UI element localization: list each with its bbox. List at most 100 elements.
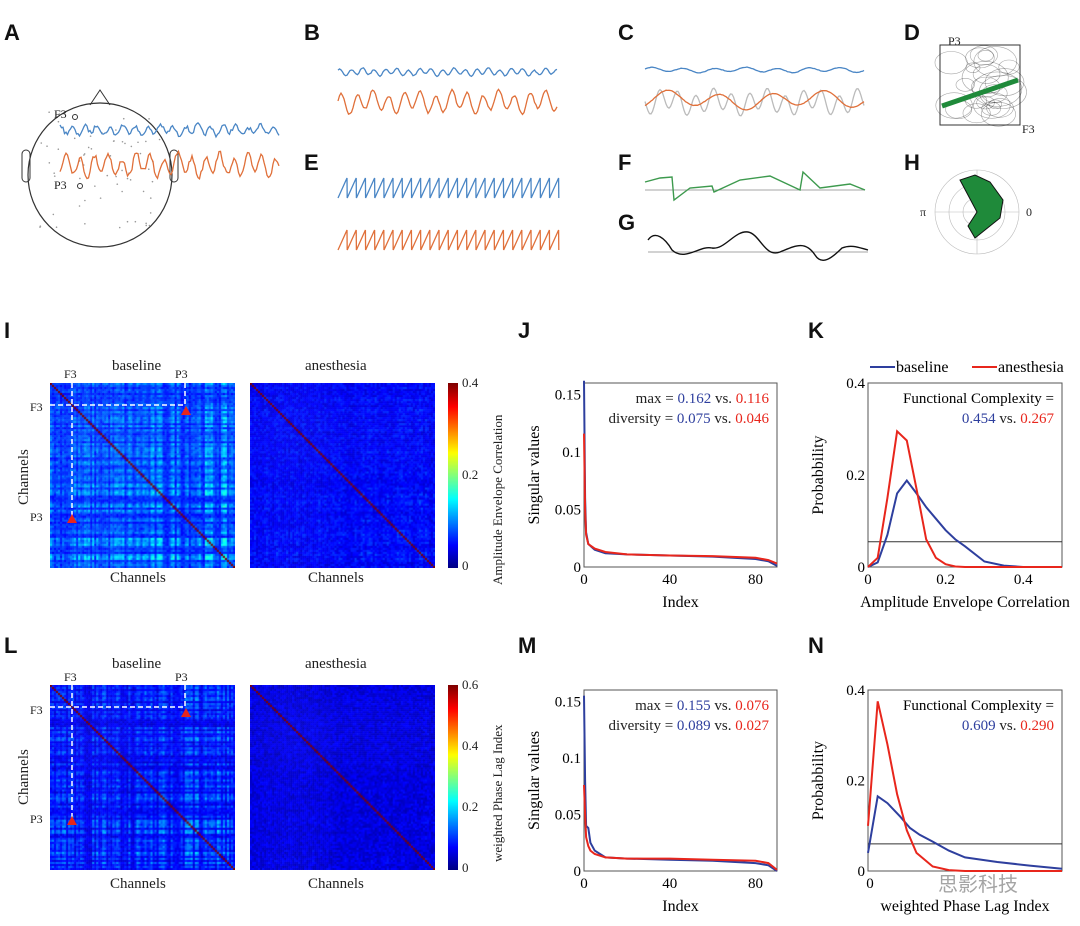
heatmap-l-anesthesia [250, 685, 435, 870]
marker-triangle [67, 816, 77, 825]
phase-trajectory [972, 64, 1001, 84]
phase-trajectory [998, 59, 1020, 75]
electrode-dot [53, 172, 56, 174]
electrode-dot [113, 140, 115, 142]
electrode-dot [109, 155, 112, 157]
chart-m-max-annotation: max = 0.155 vs. 0.076 [635, 698, 769, 714]
electrode-dot [129, 179, 132, 181]
annotation-part: vs. [711, 411, 736, 427]
annotation-part: max = [636, 391, 678, 407]
heatmap-l-title-anesthesia: anesthesia [305, 656, 367, 672]
chart-n-ytick: 0.4 [846, 683, 865, 699]
marker-p3-top: P3 [175, 367, 188, 381]
phase-histogram [959, 174, 1004, 239]
head-outline [27, 102, 173, 248]
chart-m-diversity-annotation: diversity = 0.089 vs. 0.027 [608, 718, 769, 734]
chart-k-series-baseline [867, 478, 1062, 568]
electrode-dot [78, 205, 81, 207]
electrode-dot [148, 224, 151, 227]
electrode-dot [126, 177, 129, 180]
chart-m-ytick: 0.1 [562, 751, 581, 767]
electrode-dot [126, 220, 129, 223]
electrode-dot [118, 226, 121, 229]
chart-k-complexity-label: Functional Complexity = [903, 391, 1054, 407]
electrode-dot [122, 117, 125, 120]
heatmap-i-xlabel-anesthesia: Channels [308, 570, 364, 586]
marker-p3-top: P3 [175, 670, 188, 684]
phase-trajectory [988, 99, 1003, 110]
phase-trajectory [984, 68, 1025, 97]
chart-m-xtick: 40 [662, 876, 677, 892]
head-ear-right [169, 149, 179, 183]
panel-label-a: A [4, 20, 20, 45]
colorbar-l-tick: 0 [462, 860, 469, 875]
electrode-dot [149, 212, 152, 214]
panel-label-k: K [808, 318, 824, 343]
chart-j-xtick: 80 [748, 572, 763, 588]
panel-d-box [939, 44, 1021, 126]
chart-j-xtick: 40 [662, 572, 677, 588]
chart-k-xtick: 0.2 [936, 572, 955, 588]
chart-m-ylabel: Singular values [526, 731, 543, 830]
electrode-dot [148, 118, 150, 120]
panel-label-f: F [618, 150, 632, 175]
chart-j-max-annotation: max = 0.162 vs. 0.116 [636, 391, 770, 407]
electrode-dot [48, 162, 51, 164]
chart-k-xtick: 0.4 [1014, 572, 1033, 588]
signal-panels [21, 44, 1027, 261]
panel-label-c: C [618, 20, 634, 45]
chart-n-ytick: 0 [858, 864, 866, 880]
chart-k-legend-label: baseline [896, 359, 948, 376]
phase-trajectory [969, 45, 998, 66]
colorbar-i-tick: 0.4 [462, 375, 479, 390]
chart-k-xtick: 0 [864, 572, 872, 588]
chart-n-xtick: 0 [866, 876, 874, 892]
electrode-dot [57, 148, 60, 151]
colorbar-i-tick: 0 [462, 558, 469, 573]
chart-n-series-anesthesia [867, 701, 1062, 872]
marker-p3-left: P3 [30, 812, 43, 826]
chart-j-ylabel: Singular values [526, 425, 543, 524]
electrode-dot [124, 142, 126, 145]
heatmap-i-title-anesthesia: anesthesia [305, 358, 367, 374]
phase-trajectory [972, 71, 1023, 107]
panel-label-g: G [618, 210, 636, 235]
watermark: 思影科技 [938, 872, 1018, 896]
sawtooth-orange [337, 229, 560, 251]
electrode-dot [87, 146, 90, 149]
chart-k-legend-label: anesthesia [998, 359, 1064, 376]
chart-n-ytick: 0.2 [846, 774, 865, 790]
chart-j-ytick: 0.1 [562, 445, 581, 461]
chart-n-ylabel: Probabbility [810, 741, 827, 820]
electrode-dot [84, 199, 86, 202]
electrode-dot [121, 190, 123, 193]
trace-c-orange [644, 89, 865, 111]
chart-m-xtick: 0 [580, 876, 588, 892]
phase-trajectory [955, 78, 975, 92]
electrode-p3-label: P3 [54, 178, 67, 192]
chart-n-complexity-values: 0.609 vs. 0.290 [962, 718, 1054, 734]
chart-m-series-anesthesia [583, 784, 778, 871]
phase-trajectory [973, 46, 1017, 77]
annotation-part: 0.116 [736, 391, 770, 407]
chart-j-series-anesthesia [583, 433, 778, 565]
chart-m-ytick: 0.05 [555, 807, 581, 823]
electrode-dot [137, 141, 139, 144]
marker-triangle [181, 708, 191, 717]
chart-m-ytick: 0.15 [555, 694, 581, 710]
chart-n-xlabel: weighted Phase Lag Index [880, 898, 1049, 915]
chart-m-axes [583, 689, 778, 872]
sawtooth-blue [337, 177, 560, 199]
annotation-part: 0.075 [677, 411, 711, 427]
electrode-dot [121, 169, 123, 172]
heatmap-i-anesthesia [250, 383, 435, 568]
electrode-dot [145, 224, 148, 227]
marker-triangle [181, 406, 191, 415]
panel-label-n: N [808, 633, 824, 658]
panel-label-l: L [4, 633, 18, 658]
annotation-part: 0.027 [735, 718, 769, 734]
annotation-part: vs. [711, 698, 736, 714]
electrode-dot [134, 220, 137, 223]
chart-m-xlabel: Index [662, 898, 698, 915]
heatmap-i-baseline [50, 383, 235, 568]
